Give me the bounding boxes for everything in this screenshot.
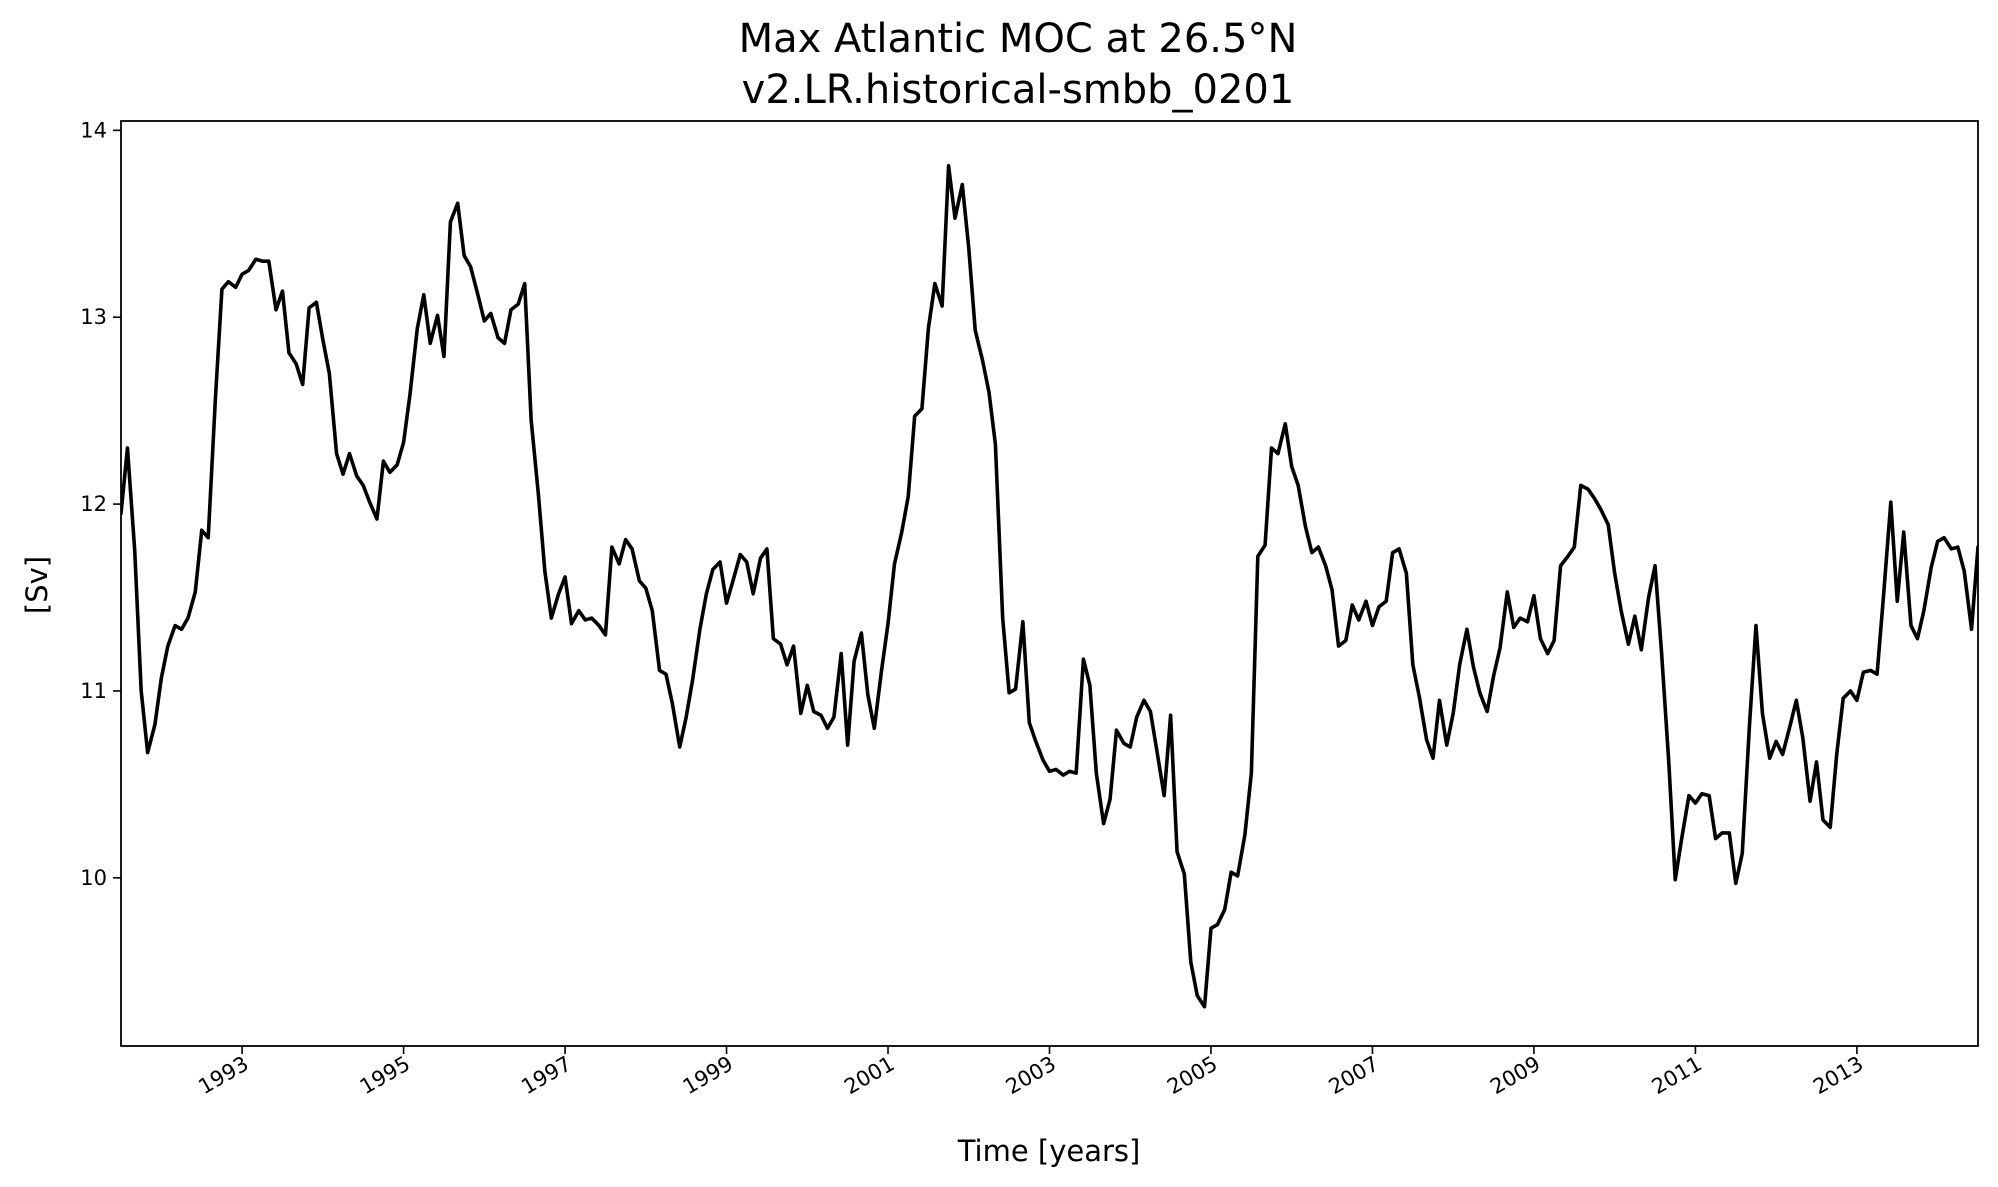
chart-subtitle: v2.LR.historical-smbb_0201 bbox=[742, 67, 1295, 113]
x-tick-label: 2009 bbox=[1486, 1052, 1544, 1100]
x-tick-label: 1995 bbox=[356, 1052, 414, 1100]
y-tick-label: 11 bbox=[80, 679, 107, 703]
plot-frame bbox=[120, 120, 1979, 1047]
y-tick-label: 14 bbox=[80, 118, 107, 142]
x-tick-label: 2007 bbox=[1325, 1052, 1383, 1100]
y-axis-label: [Sv] bbox=[20, 556, 54, 614]
x-axis-label: Time [years] bbox=[957, 1134, 1141, 1168]
x-tick-label: 2013 bbox=[1809, 1052, 1867, 1100]
series-layer bbox=[121, 164, 1978, 1009]
x-tick-label: 2003 bbox=[1002, 1052, 1060, 1100]
y-tick-label: 12 bbox=[80, 492, 107, 516]
x-tick-label: 2001 bbox=[840, 1052, 898, 1100]
chart-title: Max Atlantic MOC at 26.5°N bbox=[739, 16, 1298, 62]
y-tick-label: 10 bbox=[80, 866, 107, 890]
axis-ticks: 10 11 12 13 14 1993 1995 1997 1999 2001 2003 2005 20… bbox=[80, 118, 1867, 1099]
y-tick-label: 13 bbox=[80, 305, 107, 329]
x-tick-label: 2005 bbox=[1163, 1052, 1221, 1100]
x-tick-label: 1999 bbox=[679, 1052, 737, 1100]
x-tick-label: 1993 bbox=[194, 1052, 252, 1100]
series-line-0 bbox=[121, 164, 1978, 1009]
x-tick-label: 1997 bbox=[517, 1052, 575, 1100]
x-tick-label: 2011 bbox=[1648, 1052, 1706, 1100]
